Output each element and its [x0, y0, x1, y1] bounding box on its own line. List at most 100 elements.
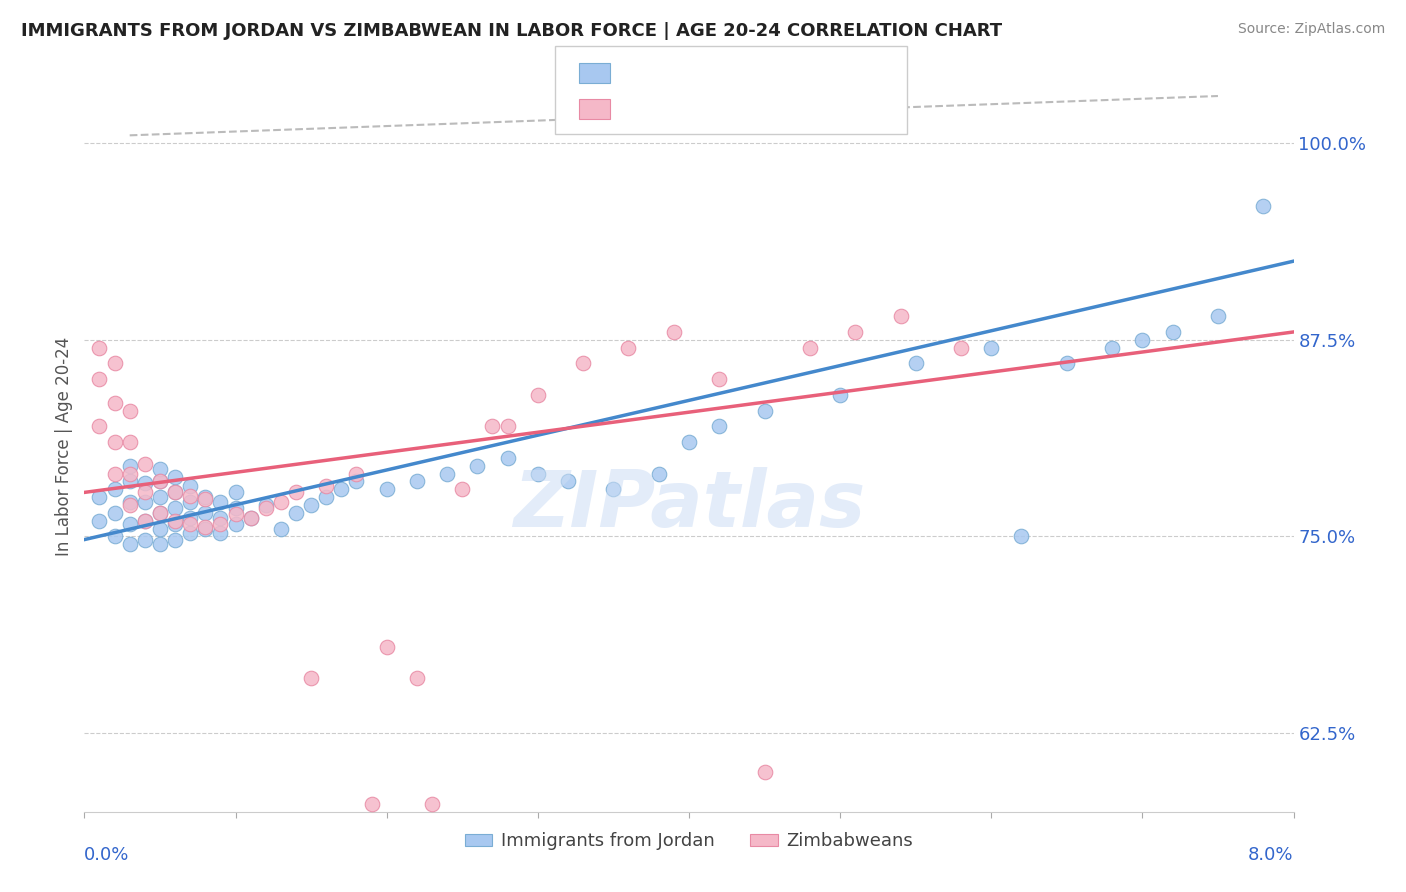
Point [648, 467, 671, 481]
Point [118, 467, 141, 481]
Point [330, 482, 353, 496]
Point [165, 514, 187, 528]
Point [149, 506, 172, 520]
Point [375, 640, 398, 654]
Point [467, 458, 489, 473]
Point [179, 510, 201, 524]
Point [1206, 310, 1229, 324]
Point [225, 508, 247, 522]
Point [149, 475, 172, 489]
Point [1132, 333, 1154, 347]
Point [165, 485, 187, 500]
Point [436, 467, 458, 481]
Point [194, 491, 217, 506]
Point [209, 516, 232, 531]
Point [420, 797, 443, 811]
Point [104, 435, 127, 450]
Point [572, 356, 595, 370]
Point [225, 501, 247, 516]
Point [179, 526, 201, 541]
Point [194, 506, 217, 520]
Point [709, 372, 731, 386]
Point [149, 522, 172, 536]
Point [1011, 529, 1033, 543]
Point [270, 495, 292, 509]
Text: IMMIGRANTS FROM JORDAN VS ZIMBABWEAN IN LABOR FORCE | AGE 20-24 CORRELATION CHAR: IMMIGRANTS FROM JORDAN VS ZIMBABWEAN IN … [21, 22, 1002, 40]
Point [104, 506, 127, 520]
Text: R = 0.334: R = 0.334 [621, 92, 711, 110]
Point [754, 403, 776, 417]
Point [194, 520, 217, 534]
Point [1056, 356, 1078, 370]
Point [1101, 341, 1123, 355]
Point [118, 537, 141, 551]
Point [179, 489, 201, 503]
Point [346, 475, 368, 489]
Point [527, 388, 550, 402]
Point [557, 475, 579, 489]
Point [104, 396, 127, 410]
Point [179, 479, 201, 493]
Point [118, 458, 141, 473]
Point [104, 482, 127, 496]
Point [165, 501, 187, 516]
Point [481, 419, 503, 434]
Text: ZIPatlas: ZIPatlas [513, 467, 865, 542]
Point [406, 475, 429, 489]
Point [904, 356, 927, 370]
Point [165, 485, 187, 500]
Point [194, 522, 217, 536]
Point [118, 516, 141, 531]
Point [980, 341, 1002, 355]
Point [179, 516, 201, 531]
Point [406, 671, 429, 685]
Point [299, 498, 322, 512]
Point [165, 469, 187, 483]
Point [209, 510, 232, 524]
Point [118, 498, 141, 512]
Point [602, 482, 624, 496]
Point [104, 529, 127, 543]
Point [844, 325, 866, 339]
Point [149, 490, 172, 504]
Point [89, 490, 111, 504]
Text: N = 48: N = 48 [727, 92, 794, 110]
Point [89, 514, 111, 528]
Point [118, 435, 141, 450]
Text: 0.0%: 0.0% [84, 847, 129, 864]
Point [239, 510, 262, 524]
Point [165, 533, 187, 547]
Point [104, 356, 127, 370]
Point [165, 516, 187, 531]
Point [799, 341, 821, 355]
Point [89, 341, 111, 355]
Point [134, 485, 156, 500]
Point [315, 479, 337, 493]
Point [149, 506, 172, 520]
Point [285, 506, 308, 520]
Point [134, 514, 156, 528]
Point [134, 457, 156, 471]
Point [239, 510, 262, 524]
Point [225, 516, 247, 531]
Point [149, 537, 172, 551]
Point [496, 419, 519, 434]
Y-axis label: In Labor Force | Age 20-24: In Labor Force | Age 20-24 [55, 336, 73, 556]
Point [754, 765, 776, 780]
Point [451, 482, 474, 496]
Text: R = 0.348: R = 0.348 [621, 56, 711, 74]
Point [285, 485, 308, 500]
Point [1161, 325, 1184, 339]
Text: N = 68: N = 68 [727, 56, 794, 74]
Point [225, 485, 247, 500]
Point [254, 498, 277, 512]
Text: 8.0%: 8.0% [1249, 847, 1294, 864]
Point [194, 490, 217, 504]
Text: Source: ZipAtlas.com: Source: ZipAtlas.com [1237, 22, 1385, 37]
Point [617, 341, 640, 355]
Point [299, 671, 322, 685]
Point [709, 419, 731, 434]
Point [179, 495, 201, 509]
Point [104, 467, 127, 481]
Point [89, 372, 111, 386]
